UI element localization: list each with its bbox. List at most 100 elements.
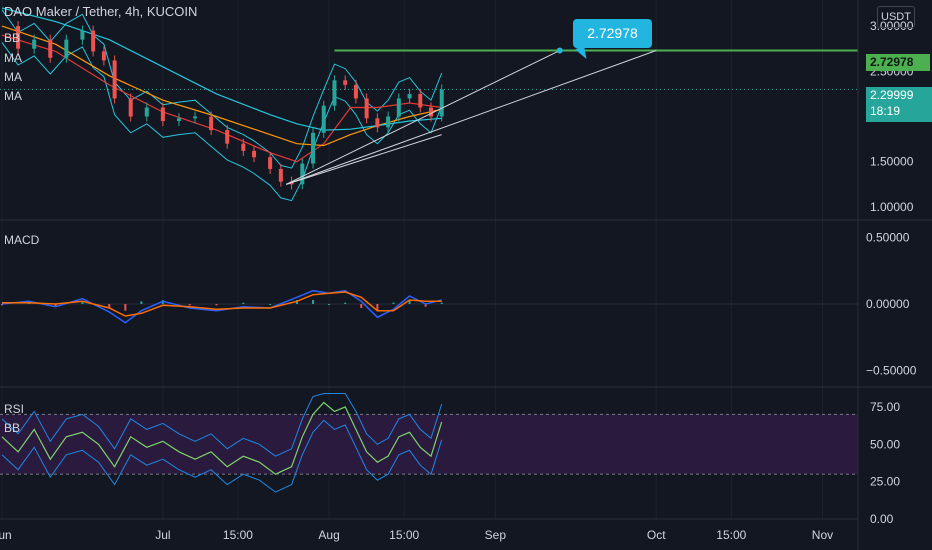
rsi-label[interactable]: RSI: [4, 402, 25, 416]
rsi-bb-upper: [1, 393, 443, 457]
macd-histogram-bar: [54, 304, 57, 307]
candle[interactable]: [439, 89, 444, 117]
candle[interactable]: [252, 150, 257, 158]
ma-line: [1, 25, 442, 147]
price-callout[interactable]: 2.72978: [573, 19, 652, 48]
macd-line: [1, 289, 442, 324]
main-price-pane[interactable]: [0, 7, 858, 202]
symbol-title[interactable]: DAO Maker / Tether, 4h, KUCOIN: [4, 4, 198, 19]
rsi-line: [1, 401, 443, 475]
time-axis[interactable]: Jun Jul 15:00 Aug 15:00 Sep Oct 15:00 Nov: [0, 528, 833, 542]
candle[interactable]: [193, 116, 198, 119]
indicator-label-ma[interactable]: MA: [4, 89, 22, 103]
candle[interactable]: [332, 80, 337, 106]
candle[interactable]: [364, 98, 369, 119]
candle[interactable]: [300, 163, 305, 185]
candle[interactable]: [268, 157, 273, 169]
last-price-badge: 2.29999 18:19: [866, 87, 932, 122]
signal-line: [2, 291, 442, 317]
time-tick-label: Oct: [647, 528, 666, 542]
trend-line[interactable]: [286, 50, 657, 185]
grid: [1, 0, 823, 519]
indicator-label-ma[interactable]: MA: [4, 70, 22, 84]
candle[interactable]: [311, 132, 316, 164]
macd-histogram-bar: [188, 304, 191, 306]
candle[interactable]: [48, 39, 53, 58]
candle[interactable]: [321, 105, 326, 133]
countdown-timer: 18:19: [870, 104, 901, 118]
indicator-label-bb[interactable]: BB: [4, 31, 21, 45]
macd-tick-label: 0.50000: [866, 230, 910, 244]
candle[interactable]: [32, 39, 37, 49]
macd-tick-label: 0.00000: [866, 297, 910, 311]
candle[interactable]: [386, 116, 391, 128]
macd-histogram-bar: [376, 304, 379, 311]
rsi-bb-lower: [1, 419, 443, 493]
rsi-pane[interactable]: [1, 393, 443, 493]
candle[interactable]: [396, 98, 401, 117]
ma-line: [1, 34, 442, 163]
callout-anchor: [556, 47, 563, 54]
candle[interactable]: [407, 93, 412, 99]
time-tick-label: Nov: [812, 528, 833, 542]
macd-histogram-bar: [124, 304, 127, 311]
macd-histogram-bar: [242, 302, 245, 304]
time-tick-label: Sep: [485, 528, 507, 542]
time-tick-label: Aug: [318, 528, 339, 542]
time-tick-label: Jul: [155, 528, 170, 542]
price-tick-label: 1.50000: [870, 155, 914, 169]
candle[interactable]: [429, 107, 433, 117]
macd-histogram-bar: [215, 304, 218, 306]
macd-histogram-bar: [440, 302, 443, 304]
time-tick-label: 15:00: [223, 528, 253, 542]
macd-pane[interactable]: [0, 289, 858, 324]
macd-histogram-bar: [344, 302, 347, 304]
price-tick-label: 1.00000: [870, 200, 914, 214]
candle[interactable]: [91, 30, 96, 52]
price-line-badge: 2.72978: [866, 54, 930, 71]
candle[interactable]: [209, 116, 214, 131]
trend-line[interactable]: [286, 134, 442, 185]
candle[interactable]: [225, 130, 230, 144]
candle[interactable]: [343, 80, 348, 85]
candle[interactable]: [101, 51, 106, 61]
last-price-value: 2.29999: [870, 88, 914, 102]
macd-histogram-bar: [1, 304, 3, 306]
price-tick-label: 3.00000: [870, 19, 914, 33]
macd-histogram-bar: [424, 304, 427, 307]
macd-tick-label: −0.50000: [866, 364, 917, 378]
macd-histogram-bar: [140, 301, 143, 304]
macd-histogram-bar: [269, 304, 272, 305]
rsi-bb-label[interactable]: BB: [4, 421, 21, 435]
candle[interactable]: [353, 84, 358, 99]
time-tick-label: Jun: [0, 528, 12, 542]
rsi-tick-label: 0.00: [870, 512, 894, 526]
candle[interactable]: [128, 98, 133, 117]
rsi-tick-label: 50.00: [870, 437, 900, 451]
candle[interactable]: [80, 30, 85, 40]
time-tick-label: 15:00: [716, 528, 746, 542]
macd-label[interactable]: MACD: [4, 233, 40, 247]
candle[interactable]: [375, 118, 380, 128]
candle[interactable]: [241, 143, 246, 151]
macd-histogram-bar: [360, 304, 363, 308]
candle[interactable]: [112, 60, 117, 99]
candle[interactable]: [176, 118, 181, 122]
macd-histogram-bar: [108, 304, 111, 308]
macd-histogram-bar: [81, 301, 84, 304]
candle[interactable]: [418, 93, 423, 108]
candle[interactable]: [144, 107, 149, 117]
time-tick-label: 15:00: [389, 528, 419, 542]
trend-line[interactable]: [285, 50, 560, 185]
candle[interactable]: [16, 26, 21, 49]
candle[interactable]: [160, 107, 165, 122]
currency-button[interactable]: USDT: [877, 6, 915, 28]
candle[interactable]: [64, 39, 69, 58]
macd-histogram-bar: [328, 304, 331, 305]
macd-histogram-bar: [408, 300, 411, 304]
candle[interactable]: [278, 168, 283, 182]
rsi-tick-label: 25.00: [870, 475, 900, 489]
indicator-label-ma[interactable]: MA: [4, 51, 22, 65]
ma-line: [1, 7, 442, 131]
